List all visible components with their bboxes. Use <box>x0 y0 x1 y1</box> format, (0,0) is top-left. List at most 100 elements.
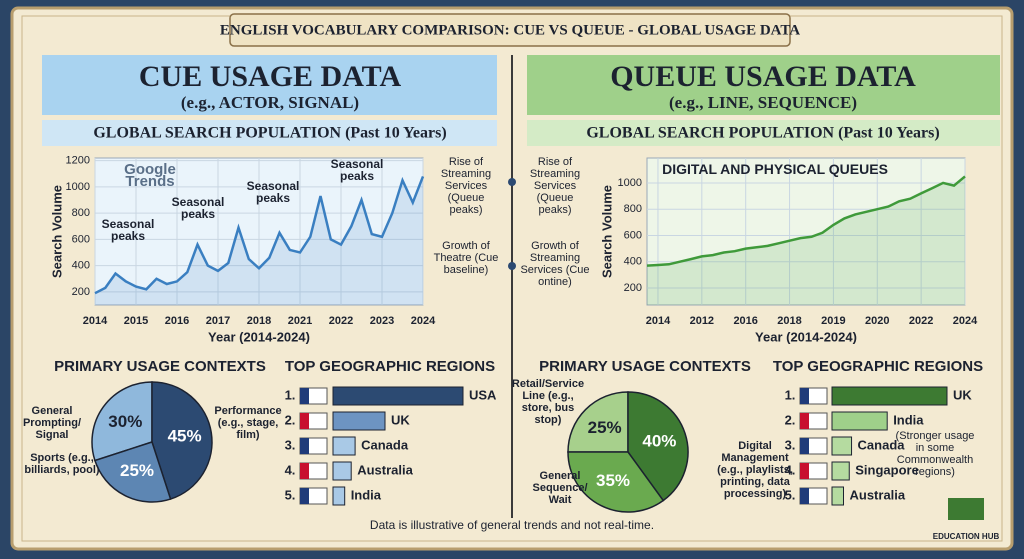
queue-subheading: (e.g., LINE, SEQUENCE) <box>669 93 857 112</box>
rank: 1. <box>285 387 296 402</box>
rank: 2. <box>285 412 296 427</box>
y-tick-label: 600 <box>72 233 90 245</box>
x-tick-label: 2024 <box>411 315 436 327</box>
queue-heading: QUEUE USAGE DATA <box>610 60 916 93</box>
y-axis-label: Search Volume <box>599 185 614 278</box>
bar <box>332 411 386 431</box>
rank: 4. <box>785 462 796 477</box>
bar-label: Canada <box>858 437 906 452</box>
chart-title: TOP GEOGRAPHIC REGIONS <box>285 358 495 375</box>
cue-heading-box <box>42 55 497 115</box>
slice-label: 40% <box>642 431 676 450</box>
rank: 4. <box>285 462 296 477</box>
slice-category: General Prompting/ Signal <box>22 405 82 441</box>
slice-label: 25% <box>120 461 154 480</box>
bar-label: Canada <box>361 437 409 452</box>
x-tick-label: 2024 <box>953 315 978 327</box>
x-tick-label: 2017 <box>206 315 230 327</box>
y-tick-label: 200 <box>624 282 642 294</box>
chart-title: PRIMARY USAGE CONTEXTS <box>539 358 751 375</box>
logo-icon <box>948 498 984 520</box>
rank: 3. <box>785 437 796 452</box>
bar <box>831 486 844 506</box>
rank: 1. <box>785 387 796 402</box>
y-tick-label: 1000 <box>66 181 90 193</box>
line-area <box>95 176 423 305</box>
x-tick-label: 2016 <box>165 315 189 327</box>
chart-title: TOP GEOGRAPHIC REGIONS <box>773 358 983 375</box>
bar <box>831 461 850 481</box>
cue-heading: CUE USAGE DATA <box>139 60 402 93</box>
rank: 3. <box>285 437 296 452</box>
middle-note: Rise of Streaming Services (Queue peaks) <box>440 156 492 216</box>
slice-label: 25% <box>588 418 622 437</box>
x-tick-label: 2021 <box>288 315 312 327</box>
chart-title: PRIMARY USAGE CONTEXTS <box>54 358 266 375</box>
flag-band <box>800 413 809 429</box>
x-tick-label: 2022 <box>909 315 933 327</box>
title-banner <box>229 13 791 47</box>
bar <box>831 386 948 406</box>
slice-label: 30% <box>108 412 142 431</box>
annotation: Seasonal peaks <box>330 157 384 183</box>
pie-slice <box>567 391 629 453</box>
data-line <box>646 175 966 267</box>
bar-label: India <box>893 412 924 427</box>
flag-band <box>300 438 309 454</box>
annotation: Seasonal peaks <box>171 195 225 221</box>
flag-band <box>800 438 809 454</box>
bar-label: Australia <box>357 462 413 477</box>
y-tick-label: 800 <box>624 203 642 215</box>
bar-label: Australia <box>850 487 906 502</box>
data-line <box>94 175 425 295</box>
bar-note: (Stronger usage in some Commonwealth reg… <box>895 430 975 478</box>
divider-dot <box>508 262 516 270</box>
x-axis-label: Year (2014-2024) <box>208 329 310 344</box>
y-tick-label: 1200 <box>66 155 90 167</box>
cue-subheading: (e.g., ACTOR, SIGNAL) <box>181 93 359 112</box>
x-tick-label: 2020 <box>865 315 889 327</box>
x-tick-label: 2014 <box>83 315 108 327</box>
bar-label: UK <box>391 412 410 427</box>
bar <box>332 461 352 481</box>
x-tick-label: 2015 <box>124 315 148 327</box>
pie-slice <box>91 381 153 462</box>
x-tick-label: 2022 <box>329 315 353 327</box>
annotation: DIGITAL AND PHYSICAL QUEUES <box>662 161 888 177</box>
x-tick-label: 2018 <box>247 315 271 327</box>
bar <box>332 386 464 406</box>
pie-slice <box>151 381 213 501</box>
rank: 5. <box>785 487 796 502</box>
y-tick-label: 200 <box>72 286 90 298</box>
x-tick-label: 2014 <box>646 315 671 327</box>
rank: 5. <box>285 487 296 502</box>
pie-slice <box>567 451 665 513</box>
y-tick-label: 600 <box>624 229 642 241</box>
y-tick-label: 1000 <box>618 177 642 189</box>
bar <box>332 436 356 456</box>
chart-title: GLOBAL SEARCH POPULATION (Past 10 Years) <box>586 125 939 142</box>
flag-band <box>300 488 309 504</box>
y-tick-label: 400 <box>72 260 90 272</box>
queue-heading-box <box>527 55 1000 115</box>
cue-subheader-bar <box>42 120 497 146</box>
x-tick-label: 2012 <box>690 315 714 327</box>
annotation: Google Trends <box>124 161 176 190</box>
annotation: Seasonal peaks <box>246 179 300 205</box>
slice-label: 35% <box>596 471 630 490</box>
divider-dot <box>508 178 516 186</box>
bar <box>332 486 346 506</box>
page-title: ENGLISH VOCABULARY COMPARISON: CUE VS QU… <box>220 22 800 38</box>
y-axis-label: Search Volume <box>49 185 64 278</box>
slice-category: Digital Management (e.g., playlists, pri… <box>717 440 793 500</box>
annotation: Seasonal peaks <box>101 217 155 243</box>
x-tick-label: 2016 <box>733 315 757 327</box>
queue-subheader-bar <box>527 120 1000 146</box>
x-tick-label: 2018 <box>777 315 801 327</box>
middle-note: Rise of Streaming Services (Queue peaks) <box>529 156 581 216</box>
x-tick-label: 2023 <box>370 315 394 327</box>
slice-category: General Sequence/ Wait <box>532 470 588 506</box>
y-tick-label: 800 <box>72 207 90 219</box>
bar-label: India <box>351 487 382 502</box>
